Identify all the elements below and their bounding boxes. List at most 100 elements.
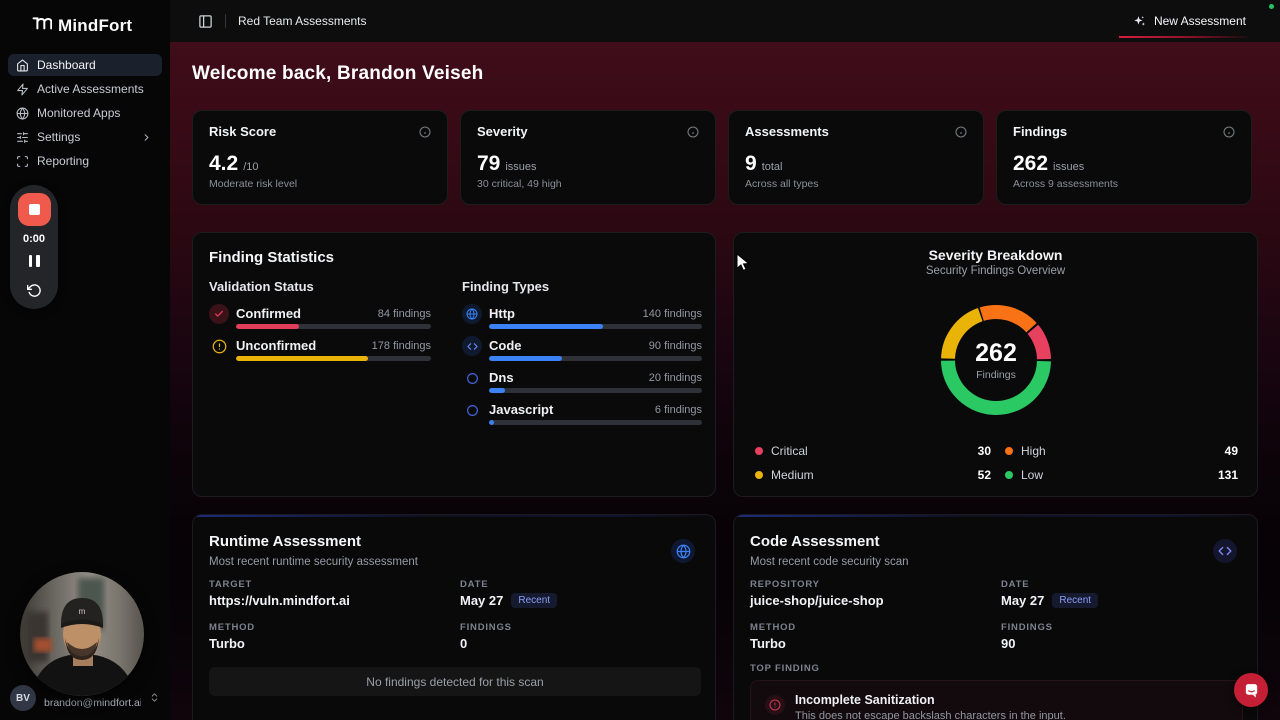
- stat-value: 9: [745, 152, 757, 175]
- panel-title: Runtime Assessment: [209, 533, 361, 550]
- sidebar-item-dashboard[interactable]: Dashboard: [8, 54, 162, 76]
- user-email: brandon@mindfort.ai: [44, 697, 141, 709]
- field-label: FINDINGS: [460, 622, 512, 633]
- code-assessment-panel: Code Assessment Most recent code securit…: [733, 514, 1258, 720]
- legend-label: Low: [1021, 468, 1044, 482]
- panel-title: Code Assessment: [750, 533, 880, 550]
- svg-text:m: m: [79, 607, 86, 616]
- row-count: 90 findings: [648, 340, 702, 352]
- row-label: Confirmed: [236, 306, 301, 321]
- user-menu[interactable]: BV brandon@mindfort.ai: [0, 681, 170, 715]
- mindfort-logo-icon: [32, 15, 53, 36]
- panel-title: Finding Statistics: [209, 249, 335, 266]
- severity-breakdown-panel: Severity Breakdown Security Findings Ove…: [733, 232, 1258, 497]
- top-bar: Red Team Assessments New Assessment: [170, 0, 1280, 42]
- method-value: Turbo: [209, 636, 245, 651]
- sidebar-item-settings[interactable]: Settings: [8, 126, 162, 148]
- sidebar-item-reporting[interactable]: Reporting: [8, 150, 162, 172]
- panel-subtitle: Most recent runtime security assessment: [209, 556, 418, 568]
- recording-timer: 0:00: [22, 233, 46, 245]
- legend-value: 49: [1224, 444, 1238, 458]
- page-title: Welcome back, Brandon Veiseh: [192, 63, 484, 84]
- recording-status-dot: [1269, 4, 1274, 9]
- row-label: Http: [489, 306, 515, 321]
- field-label: TARGET: [209, 579, 253, 590]
- method-value: Turbo: [750, 636, 786, 651]
- finding-statistics-panel: Finding Statistics Validation Status Fin…: [192, 232, 716, 497]
- finding-title: Incomplete Sanitization: [795, 693, 935, 707]
- stat-card-findings: Findings 262 issues Across 9 assessments: [996, 110, 1252, 205]
- legend-label: Medium: [771, 468, 814, 482]
- webcam-video-frame: m: [20, 572, 144, 696]
- code-icon-button[interactable]: [1213, 539, 1237, 563]
- zap-icon: [16, 83, 29, 96]
- donut-total: 262: [975, 339, 1017, 367]
- runtime-globe-button[interactable]: [671, 539, 695, 563]
- restart-recording-button[interactable]: [26, 283, 42, 301]
- chat-icon: [1245, 683, 1257, 698]
- info-icon[interactable]: [1223, 126, 1235, 138]
- legend-high: High 49: [1005, 444, 1238, 458]
- stat-caption: Moderate risk level: [209, 178, 298, 190]
- repo-value: juice-shop/juice-shop: [750, 593, 884, 608]
- progress-bar: [236, 356, 431, 361]
- legend-dot-medium: [755, 471, 763, 479]
- home-icon: [16, 59, 29, 72]
- stat-unit: issues: [1053, 161, 1085, 173]
- stop-recording-button[interactable]: [17, 193, 51, 226]
- sidebar-item-active-assessments[interactable]: Active Assessments: [8, 78, 162, 100]
- field-label: DATE: [460, 579, 489, 590]
- info-icon[interactable]: [419, 126, 431, 138]
- sliders-icon: [16, 131, 29, 144]
- pause-recording-button[interactable]: [26, 252, 43, 270]
- validation-status-header: Validation Status: [209, 279, 314, 294]
- sidebar-item-label: Dashboard: [37, 58, 96, 72]
- chevron-right-icon: [141, 132, 154, 143]
- alert-circle-icon: [209, 336, 229, 356]
- sidebar-toggle-button[interactable]: [198, 14, 213, 29]
- info-icon[interactable]: [687, 126, 699, 138]
- legend-value: 52: [977, 468, 991, 482]
- severity-donut-chart: 262 Findings: [926, 290, 1066, 430]
- runtime-assessment-panel: Runtime Assessment Most recent runtime s…: [192, 514, 716, 720]
- info-icon[interactable]: [955, 126, 967, 138]
- legend-label: Critical: [771, 444, 808, 458]
- panel-left-icon: [199, 14, 212, 28]
- stat-caption: Across 9 assessments: [1013, 178, 1119, 190]
- alert-circle-icon: [765, 695, 785, 715]
- stat-card-assessments: Assessments 9 total Across all types: [728, 110, 984, 205]
- legend-label: High: [1021, 444, 1046, 458]
- legend-medium: Medium 52: [755, 468, 991, 482]
- row-count: 84 findings: [377, 308, 431, 320]
- stat-unit: /10: [243, 161, 259, 173]
- date-text: May 27: [460, 593, 504, 608]
- field-label: REPOSITORY: [750, 579, 820, 590]
- row-label: Code: [489, 338, 522, 353]
- stat-value: 262: [1013, 152, 1049, 175]
- code-icon: [1218, 546, 1232, 556]
- empty-state-message: No findings detected for this scan: [209, 667, 701, 696]
- sidebar-item-monitored-apps[interactable]: Monitored Apps: [8, 102, 162, 124]
- legend-dot-low: [1005, 471, 1013, 479]
- new-assessment-label: New Assessment: [1153, 14, 1246, 28]
- progress-bar: [489, 388, 702, 393]
- progress-bar: [489, 420, 702, 425]
- row-count: 178 findings: [371, 340, 431, 352]
- new-assessment-button[interactable]: New Assessment: [1118, 7, 1249, 38]
- findings-value: 0: [460, 636, 468, 651]
- stat-title: Findings: [1013, 124, 1068, 139]
- legend-value: 131: [1217, 468, 1238, 482]
- progress-bar: [489, 324, 702, 329]
- top-finding-item[interactable]: Incomplete Sanitization This does not es…: [750, 680, 1243, 720]
- row-count: 6 findings: [654, 404, 702, 416]
- dashboard-content: Welcome back, Brandon Veiseh Risk Score …: [170, 42, 1280, 720]
- chat-launcher-button[interactable]: [1234, 673, 1268, 707]
- avatar: BV: [10, 685, 36, 711]
- sidebar-item-label: Reporting: [37, 154, 90, 168]
- stat-unit: issues: [505, 161, 537, 173]
- webcam-bubble[interactable]: m: [20, 572, 144, 696]
- globe-icon: [462, 304, 482, 324]
- progress-bar: [489, 356, 702, 361]
- stat-caption: 30 critical, 49 high: [477, 178, 562, 190]
